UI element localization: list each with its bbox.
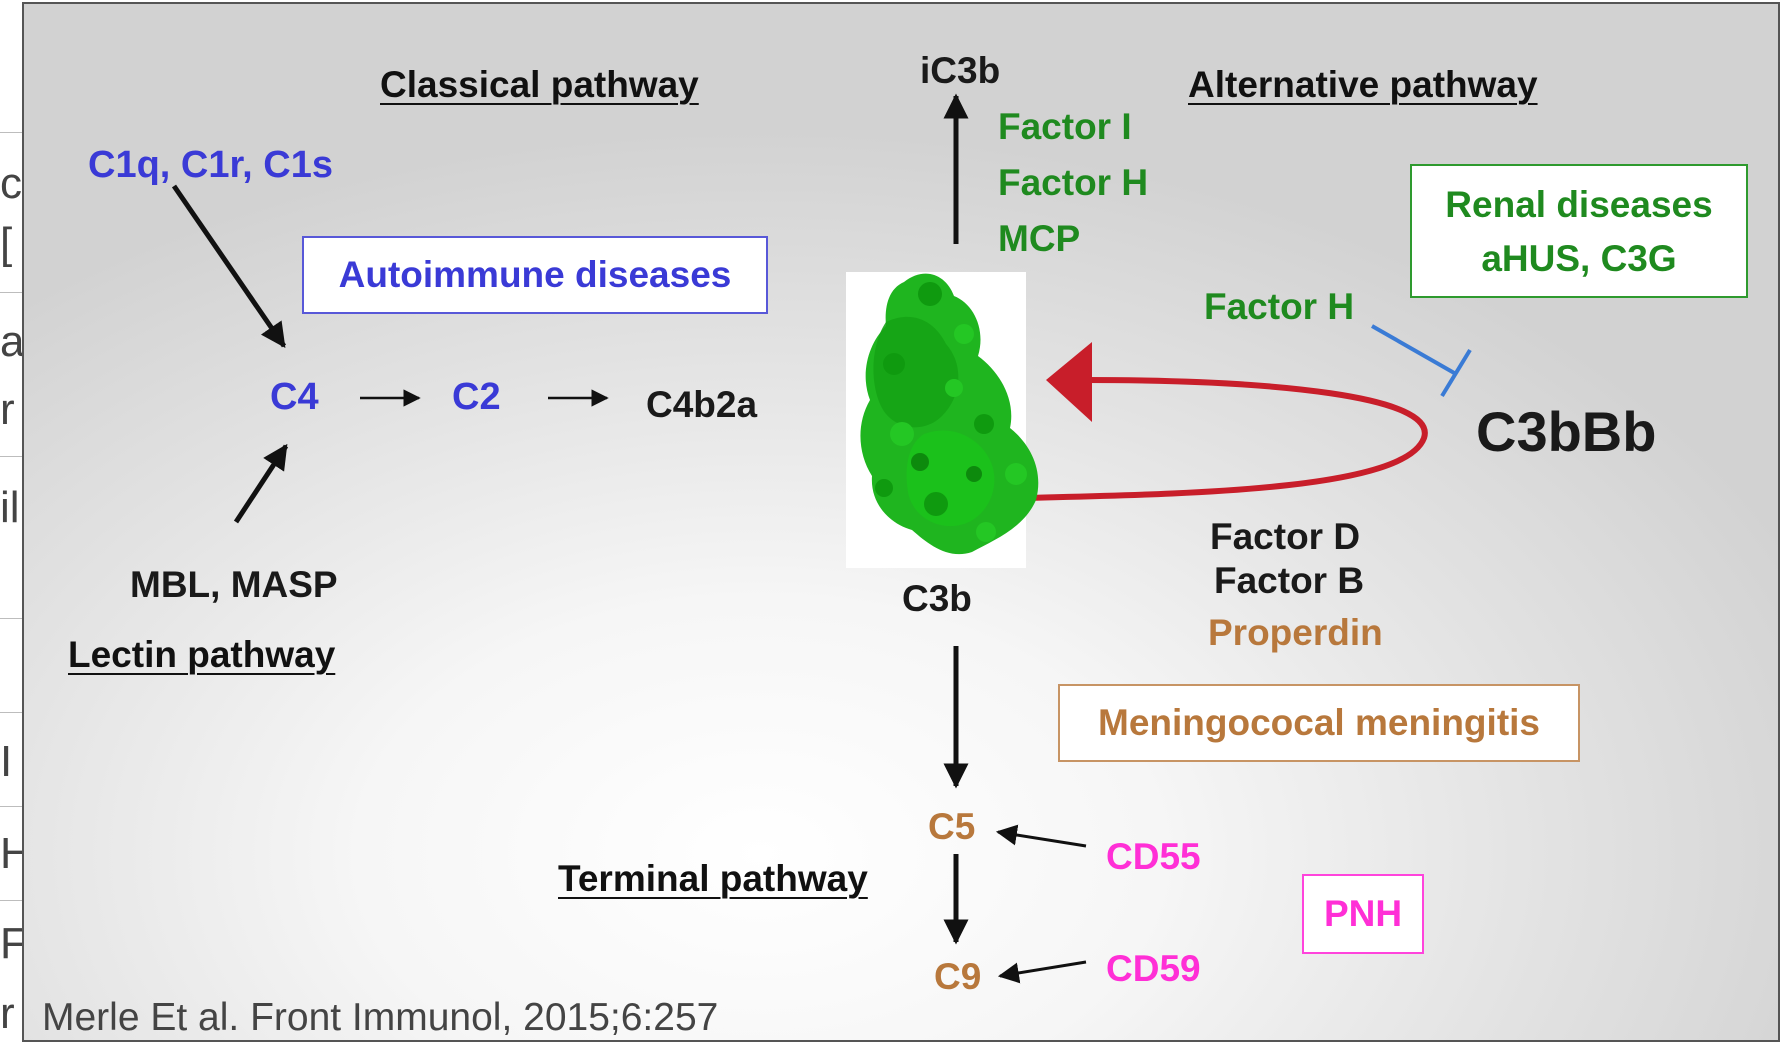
c1-complex-label: C1q, C1r, C1s xyxy=(88,144,333,186)
strip-fragment: I xyxy=(0,737,13,786)
strip-fragment: il xyxy=(0,483,20,532)
c3b-label: C3b xyxy=(902,578,972,619)
arrow-cd59-to-c9 xyxy=(997,960,1087,984)
mcp-label: MCP xyxy=(998,218,1081,259)
c3bbb-label: C3bBb xyxy=(1476,400,1657,463)
meningococcal-meningitis-text: Meningococal meningitis xyxy=(1098,702,1540,743)
left-page-strip: c [ a r il I H F r xyxy=(0,0,22,1044)
amplification-loop-arrowhead xyxy=(1046,342,1092,422)
classical-pathway-heading: Classical pathway xyxy=(380,64,699,105)
terminal-pathway-heading: Terminal pathway xyxy=(558,858,868,899)
c2-label: C2 xyxy=(452,376,501,418)
complement-diagram-slide: Classical pathway Alternative pathway Le… xyxy=(22,2,1780,1042)
pnh-box: PNH xyxy=(1302,874,1424,954)
strip-fragment: r xyxy=(0,989,15,1038)
mbl-masp-label: MBL, MASP xyxy=(130,564,338,605)
cd59-label: CD59 xyxy=(1106,948,1201,989)
c5-label: C5 xyxy=(928,806,976,847)
autoimmune-diseases-box: Autoimmune diseases xyxy=(302,236,768,314)
strip-fragment: r xyxy=(0,385,15,434)
inhibition-line xyxy=(1371,324,1457,376)
factor-h-side-label: Factor H xyxy=(1204,286,1355,327)
alternative-pathway-heading: Alternative pathway xyxy=(1188,64,1538,105)
renal-diseases-line1: Renal diseases xyxy=(1445,184,1713,225)
amplification-loop-arrow xyxy=(1023,377,1428,501)
lectin-pathway-heading: Lectin pathway xyxy=(68,634,336,675)
c4b2a-label: C4b2a xyxy=(646,384,758,425)
factor-d-label: Factor D xyxy=(1210,516,1361,557)
renal-diseases-line2: aHUS, C3G xyxy=(1481,238,1677,279)
factor-b-label: Factor B xyxy=(1214,560,1365,601)
factor-h-top-label: Factor H xyxy=(998,162,1149,203)
citation-text: Merle Et al. Front Immunol, 2015;6:257 xyxy=(42,996,719,1039)
meningococcal-meningitis-box: Meningococal meningitis xyxy=(1058,684,1580,762)
c4-label: C4 xyxy=(270,376,319,418)
cd55-label: CD55 xyxy=(1106,836,1201,877)
autoimmune-diseases-text: Autoimmune diseases xyxy=(338,254,732,295)
c9-label: C9 xyxy=(934,956,982,997)
arrow-mbl-to-c4 xyxy=(233,443,289,524)
inhibition-bar xyxy=(1440,348,1472,398)
ic3b-label: iC3b xyxy=(920,50,1001,91)
renal-diseases-box: Renal diseases aHUS, C3G xyxy=(1410,164,1748,298)
factor-i-label: Factor I xyxy=(998,106,1132,147)
pnh-text: PNH xyxy=(1323,893,1403,934)
arrow-cd55-to-c5 xyxy=(995,824,1087,848)
strip-fragment: F xyxy=(0,919,22,968)
strip-fragment: H xyxy=(0,829,22,878)
diagram-arrows xyxy=(171,93,1472,984)
properdin-label: Properdin xyxy=(1208,612,1383,653)
arrow-c1-to-c4 xyxy=(171,184,287,349)
strip-fragment: c xyxy=(0,159,22,208)
strip-fragment: a xyxy=(0,317,22,366)
c3b-protein-structure xyxy=(846,272,1039,568)
strip-fragment: [ xyxy=(0,219,13,268)
